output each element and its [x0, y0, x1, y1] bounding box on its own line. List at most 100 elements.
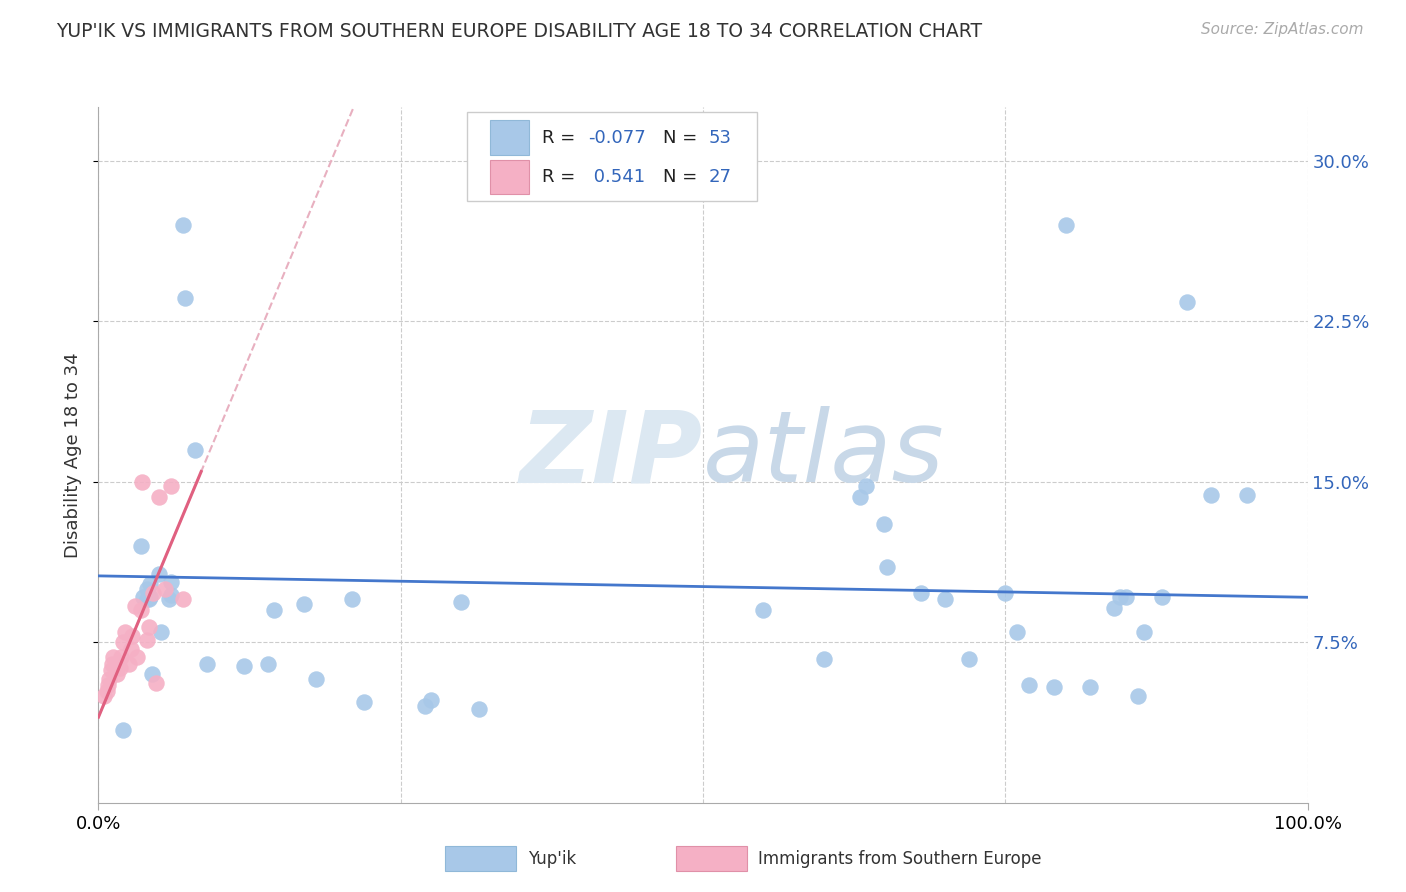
- Point: [97, 678, 120, 692]
- Point: [994, 586, 1017, 600]
- Point: [873, 517, 896, 532]
- Point: [342, 592, 364, 607]
- FancyBboxPatch shape: [467, 112, 758, 201]
- Point: [420, 693, 443, 707]
- Point: [160, 479, 183, 493]
- Point: [139, 577, 162, 591]
- Text: 53: 53: [709, 128, 733, 146]
- Point: [132, 591, 155, 605]
- Y-axis label: Disability Age 18 to 34: Disability Age 18 to 34: [65, 352, 83, 558]
- Point: [195, 657, 218, 671]
- Point: [292, 597, 315, 611]
- Point: [98, 672, 121, 686]
- Point: [114, 624, 136, 639]
- Point: [153, 582, 176, 596]
- Point: [148, 566, 170, 581]
- Point: [813, 652, 835, 666]
- Point: [934, 592, 956, 607]
- Text: N =: N =: [664, 168, 703, 186]
- Point: [160, 588, 183, 602]
- Point: [135, 582, 157, 596]
- Point: [124, 599, 146, 613]
- Point: [100, 657, 122, 671]
- Point: [1042, 680, 1064, 694]
- Point: [121, 629, 143, 643]
- Point: [93, 689, 115, 703]
- Point: [855, 479, 877, 493]
- Point: [263, 603, 285, 617]
- Point: [1109, 591, 1132, 605]
- Text: Immigrants from Southern Europe: Immigrants from Southern Europe: [758, 849, 1042, 868]
- FancyBboxPatch shape: [491, 160, 529, 194]
- Point: [129, 539, 152, 553]
- Text: N =: N =: [664, 128, 703, 146]
- Point: [1236, 487, 1258, 501]
- Point: [96, 684, 118, 698]
- Point: [752, 603, 775, 617]
- Point: [172, 592, 194, 607]
- Point: [876, 560, 898, 574]
- Point: [135, 633, 157, 648]
- Text: R =: R =: [543, 128, 581, 146]
- Text: -0.077: -0.077: [588, 128, 645, 146]
- Point: [138, 620, 160, 634]
- Point: [172, 218, 194, 232]
- Point: [1102, 601, 1125, 615]
- Text: R =: R =: [543, 168, 581, 186]
- Text: atlas: atlas: [703, 407, 945, 503]
- Point: [139, 591, 162, 605]
- Text: Source: ZipAtlas.com: Source: ZipAtlas.com: [1201, 22, 1364, 37]
- Point: [353, 695, 375, 709]
- FancyBboxPatch shape: [491, 120, 529, 155]
- Point: [1199, 487, 1222, 501]
- Point: [138, 592, 160, 607]
- Point: [1115, 591, 1137, 605]
- Point: [413, 699, 436, 714]
- Point: [142, 586, 165, 600]
- Point: [1054, 218, 1077, 232]
- Point: [174, 291, 197, 305]
- Point: [108, 661, 131, 675]
- Point: [111, 635, 134, 649]
- Point: [127, 650, 149, 665]
- Point: [120, 641, 142, 656]
- Point: [1175, 294, 1198, 309]
- Point: [118, 657, 141, 671]
- Point: [105, 667, 128, 681]
- Point: [1133, 624, 1156, 639]
- Point: [1152, 591, 1174, 605]
- Text: 27: 27: [709, 168, 733, 186]
- Point: [100, 663, 122, 677]
- Point: [157, 592, 180, 607]
- Point: [148, 490, 170, 504]
- Point: [141, 667, 163, 681]
- Point: [184, 442, 207, 457]
- Point: [160, 575, 183, 590]
- Point: [849, 490, 872, 504]
- Point: [1128, 689, 1150, 703]
- Point: [1078, 680, 1101, 694]
- Point: [957, 652, 980, 666]
- Point: [1007, 624, 1029, 639]
- Text: Yup'ik: Yup'ik: [529, 849, 576, 868]
- Point: [150, 624, 173, 639]
- Point: [256, 657, 278, 671]
- Text: 0.541: 0.541: [588, 168, 645, 186]
- Point: [101, 650, 124, 665]
- Point: [110, 650, 132, 665]
- Point: [131, 475, 153, 489]
- Point: [910, 586, 932, 600]
- FancyBboxPatch shape: [676, 846, 747, 871]
- Text: YUP'IK VS IMMIGRANTS FROM SOUTHERN EUROPE DISABILITY AGE 18 TO 34 CORRELATION CH: YUP'IK VS IMMIGRANTS FROM SOUTHERN EUROP…: [56, 22, 983, 41]
- FancyBboxPatch shape: [446, 846, 516, 871]
- Text: ZIP: ZIP: [520, 407, 703, 503]
- Point: [450, 594, 472, 608]
- Point: [232, 658, 254, 673]
- Point: [111, 723, 134, 737]
- Point: [145, 676, 167, 690]
- Point: [468, 701, 491, 715]
- Point: [135, 592, 157, 607]
- Point: [129, 603, 152, 617]
- Point: [1018, 678, 1040, 692]
- Point: [305, 672, 328, 686]
